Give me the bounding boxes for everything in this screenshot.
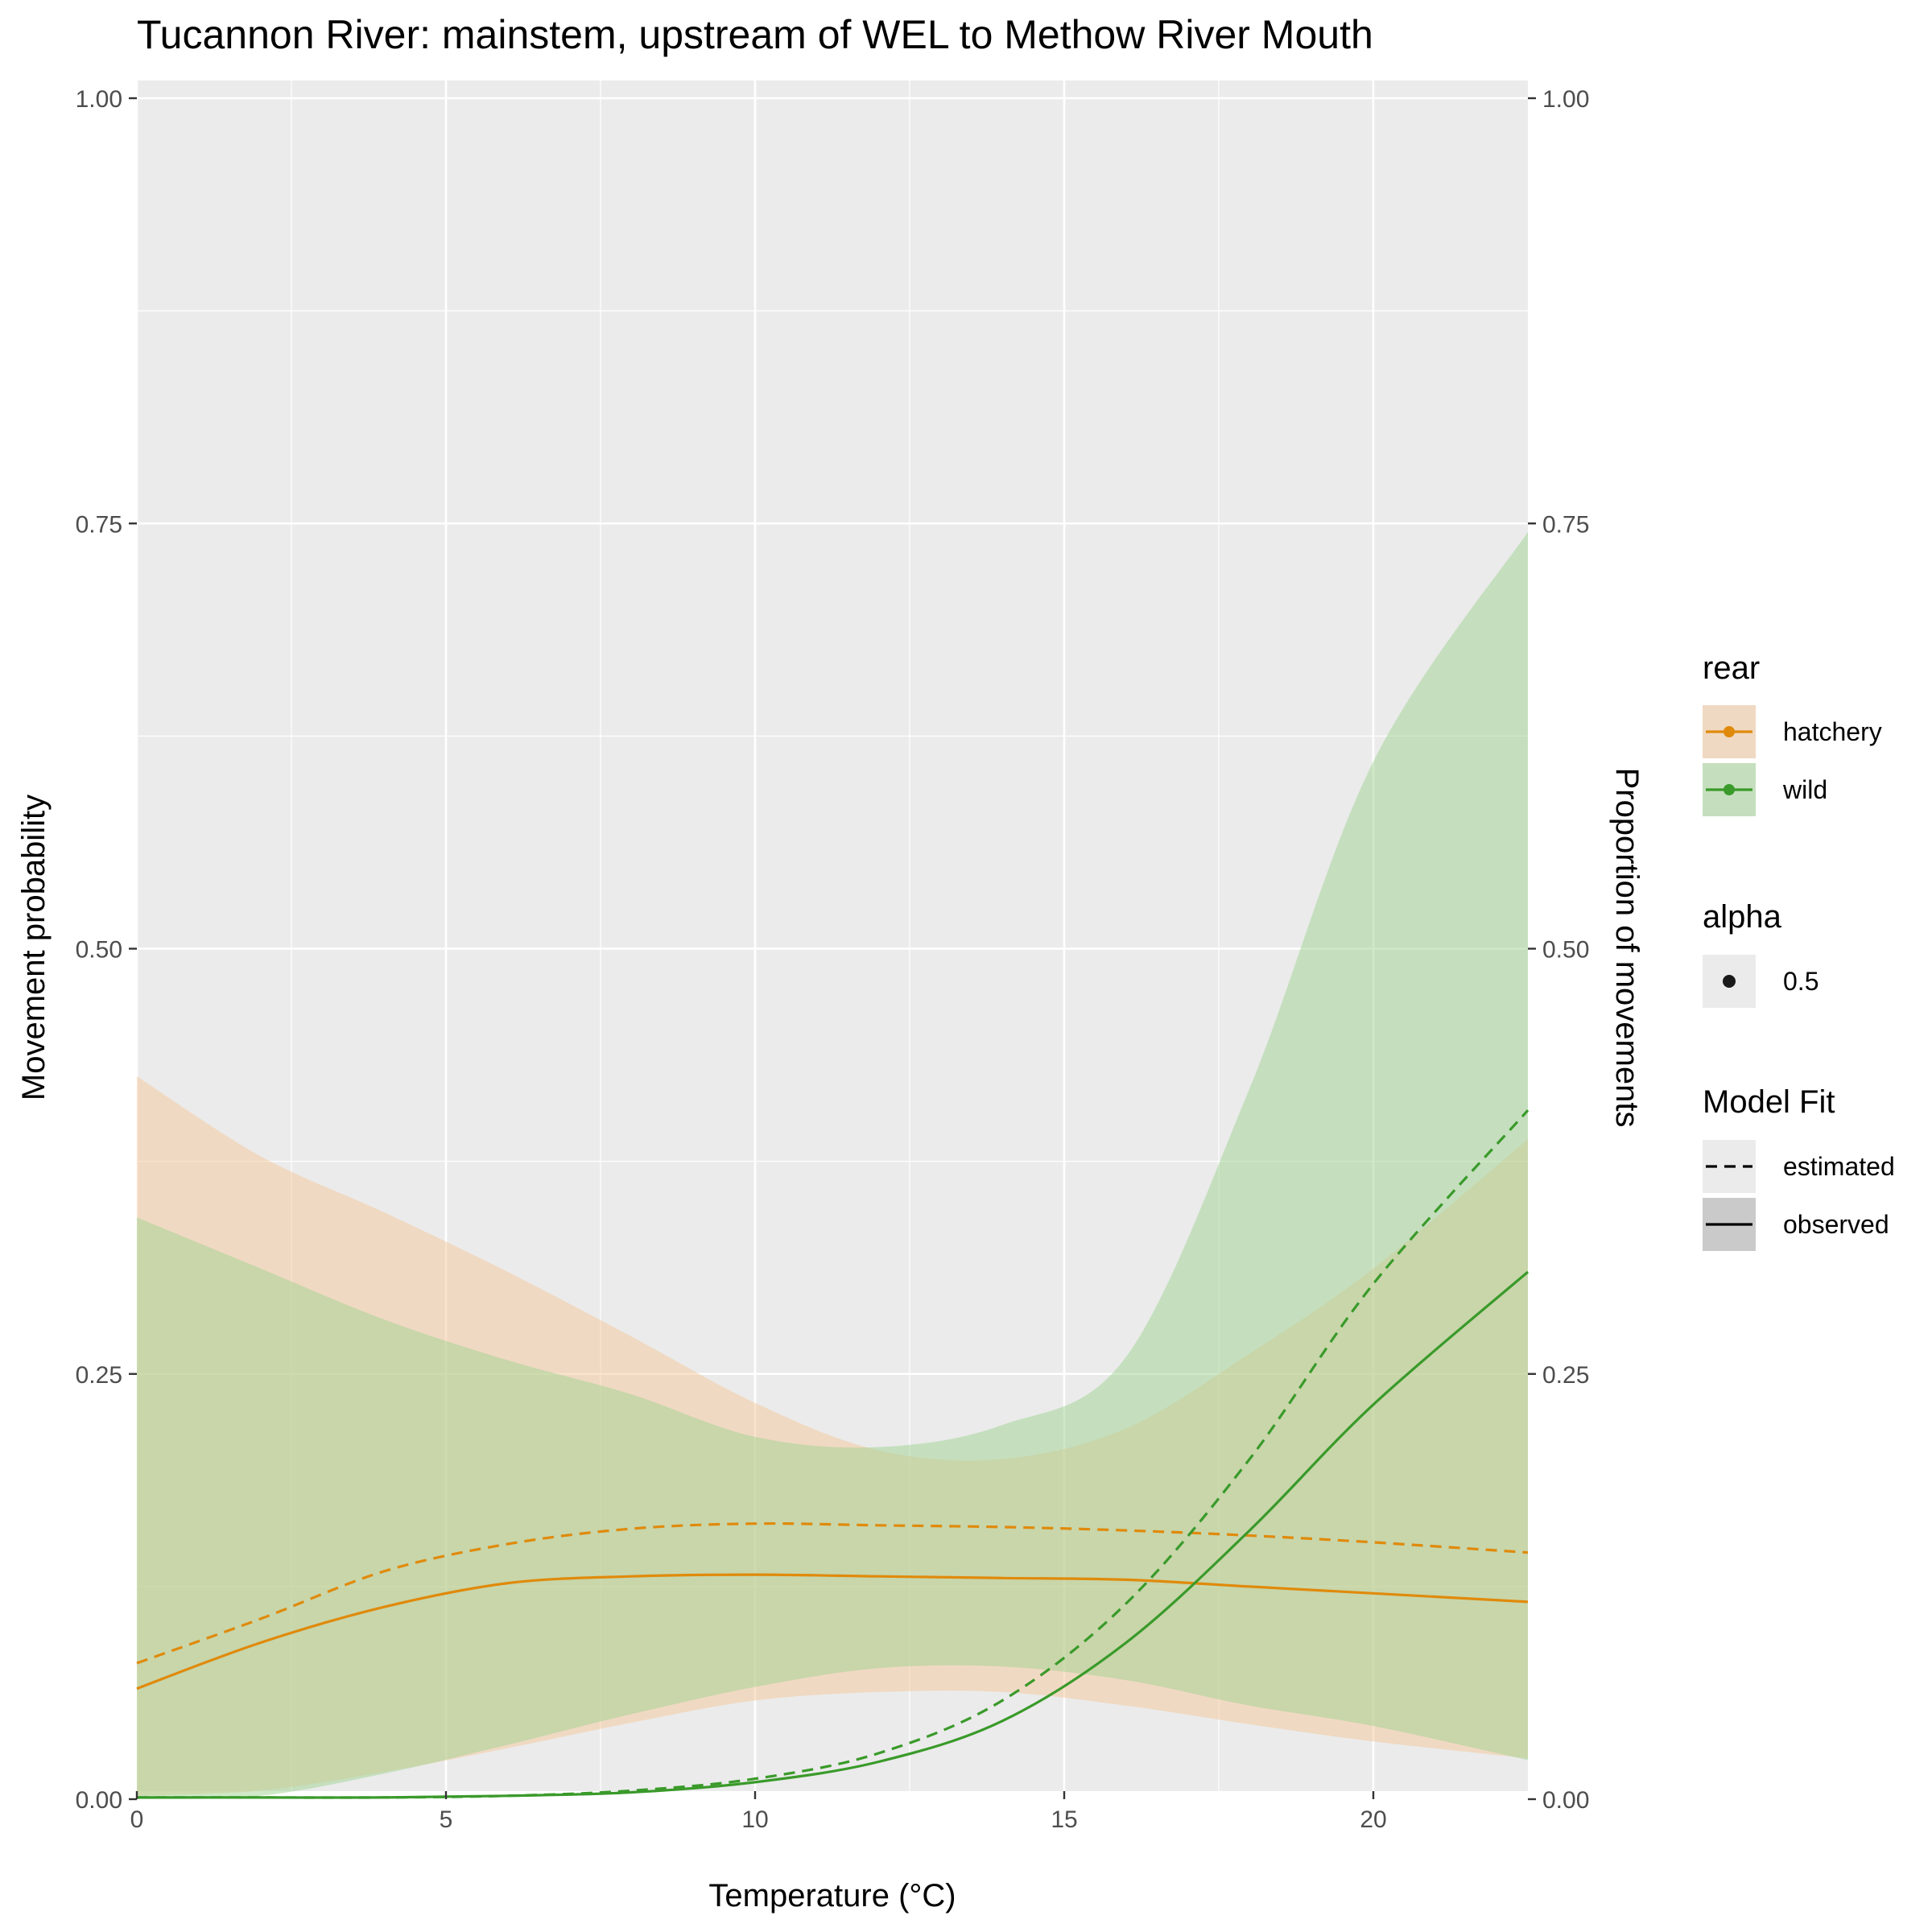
legend-title-alpha: alpha bbox=[1703, 899, 1782, 935]
confidence-ribbons bbox=[137, 531, 1528, 1799]
y-axis-title: Movement probability bbox=[16, 795, 52, 1100]
y-tick-label-right: 0.25 bbox=[1542, 1362, 1589, 1389]
hatchery-observed-line bbox=[136, 1573, 1529, 1690]
x-tick-label: 5 bbox=[440, 1806, 453, 1833]
legend-label-wild: wild bbox=[1782, 775, 1827, 804]
x-tick-label: 20 bbox=[1360, 1806, 1386, 1833]
wild-estimated-line bbox=[137, 1109, 1530, 1799]
hatchery-legend-point bbox=[1724, 726, 1735, 737]
y-tick-label-left: 0.25 bbox=[76, 1362, 122, 1389]
x-tick-label: 0 bbox=[130, 1806, 144, 1833]
y-tick-label-right: 0.75 bbox=[1542, 511, 1589, 538]
legend: rear hatchery wild alpha 0.5 Model Fit estimat… bbox=[1703, 650, 1895, 1251]
y-tick-label-left: 0.50 bbox=[76, 937, 122, 964]
axes: 0 5 10 15 20 0.00 0.00 0.25 0.25 0.50 0.50 0.75 0.75… bbox=[76, 86, 1590, 1833]
y-tick-label-right: 0.00 bbox=[1542, 1787, 1589, 1814]
y-tick-label-right: 0.50 bbox=[1542, 937, 1589, 964]
wild-legend-point bbox=[1724, 784, 1735, 795]
legend-title-rear: rear bbox=[1703, 650, 1760, 686]
y-tick-label-left: 0.00 bbox=[76, 1787, 122, 1814]
hatchery-estimated-line bbox=[136, 1521, 1529, 1665]
alpha-legend-point bbox=[1723, 975, 1736, 988]
legend-label-observed: observed bbox=[1783, 1210, 1889, 1239]
x-tick-label: 10 bbox=[741, 1806, 768, 1833]
y-tick-label-right: 1.00 bbox=[1542, 86, 1589, 113]
x-tick-label: 15 bbox=[1051, 1806, 1077, 1833]
y-tick-label-left: 1.00 bbox=[76, 86, 122, 113]
wild-ribbon bbox=[137, 531, 1528, 1799]
legend-title-model-fit: Model Fit bbox=[1703, 1084, 1835, 1120]
series-lines bbox=[136, 1109, 1530, 1799]
x-axis-title: Temperature (°C) bbox=[708, 1878, 956, 1913]
legend-label-estimated: estimated bbox=[1783, 1152, 1895, 1181]
y-axis-right-title: Proportion of movements bbox=[1609, 768, 1645, 1128]
chart-title: Tucannon River: mainstem, upstream of WE… bbox=[137, 12, 1373, 57]
y-tick-label-left: 0.75 bbox=[76, 511, 122, 538]
legend-label-hatchery: hatchery bbox=[1783, 717, 1882, 746]
legend-label-alpha: 0.5 bbox=[1783, 967, 1818, 996]
